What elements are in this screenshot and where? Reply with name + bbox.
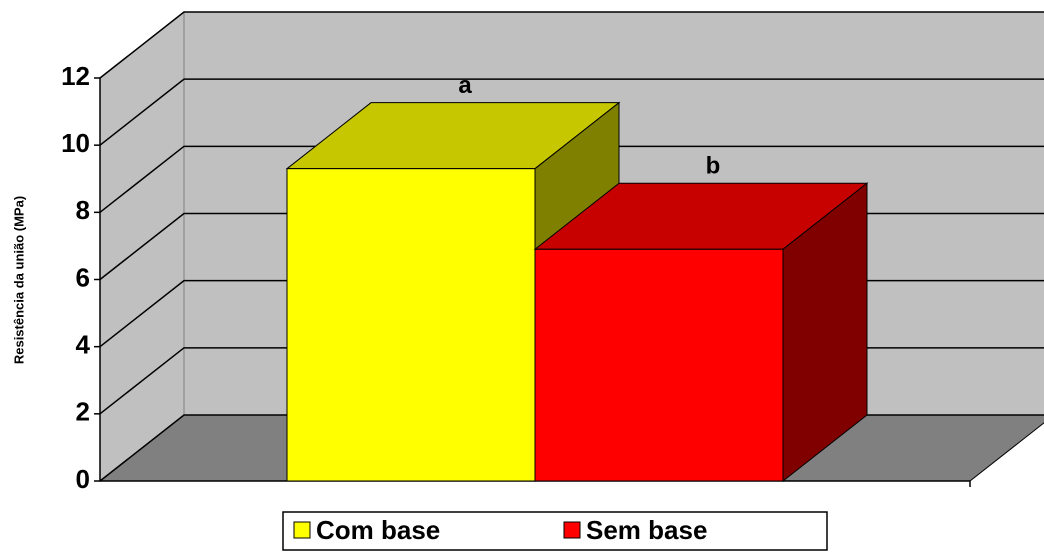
legend: Com base Sem base	[282, 511, 828, 551]
grid-line	[99, 78, 1044, 146]
y-tick-label: 10	[61, 128, 90, 158]
y-tick-label: 0	[76, 464, 90, 494]
legend-label: Com base	[316, 515, 440, 545]
y-tick-label: 6	[76, 262, 90, 292]
legend-swatch	[293, 521, 311, 539]
y-tick-label: 2	[76, 397, 90, 427]
legend-swatch	[563, 521, 581, 539]
y-axis-title: Resistência da união (MPa)	[11, 196, 26, 364]
annotation: a	[458, 72, 472, 99]
y-tick-label: 4	[76, 330, 91, 360]
bar-front	[534, 248, 784, 482]
bar	[533, 182, 869, 483]
legend-box	[282, 511, 828, 551]
y-tick-label: 8	[76, 195, 90, 225]
y-tick-label: 12	[61, 61, 90, 91]
grid-line	[99, 11, 1044, 79]
bar-front	[286, 168, 536, 482]
annotation: b	[706, 153, 721, 180]
grid-line	[99, 145, 1044, 213]
legend-label: Sem base	[586, 515, 707, 545]
